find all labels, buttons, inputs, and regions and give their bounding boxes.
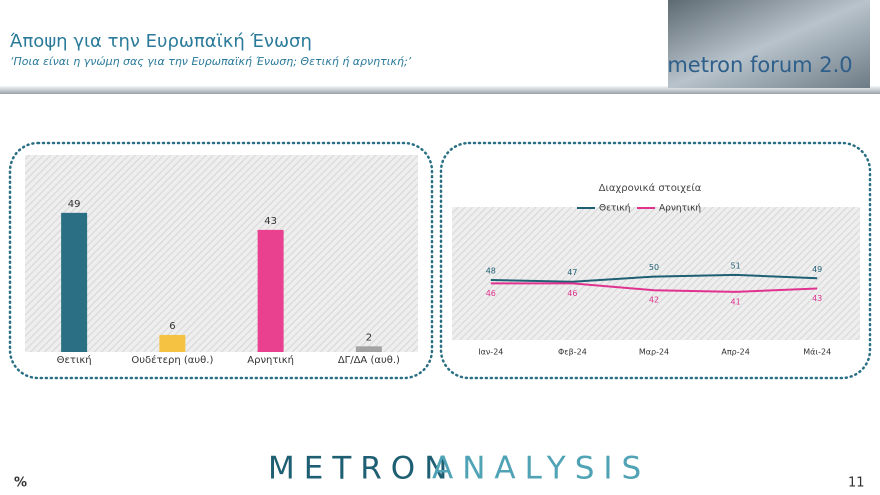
page-number: 11 xyxy=(848,476,865,491)
value-label: 49 xyxy=(812,265,822,274)
panel xyxy=(439,141,872,380)
value-label: 46 xyxy=(486,289,496,298)
legend-label: Αρνητική xyxy=(659,204,701,214)
brand: METRON xyxy=(268,451,456,487)
brand: ANALYSIS xyxy=(432,451,650,487)
page-subtitle: ‘Ποια είναι η γνώμη σας για την Ευρωπαϊκ… xyxy=(10,55,412,68)
x-tick-label: Μαρ-24 xyxy=(639,348,669,357)
value-label: 48 xyxy=(486,267,496,276)
bar xyxy=(257,229,284,352)
page-title: Άποψη για την Ευρωπαϊκή Ένωση xyxy=(10,31,312,52)
value-label: 43 xyxy=(812,294,822,303)
plot-area xyxy=(452,207,860,340)
chart-title: Διαχρονικά στοιχεία xyxy=(599,182,702,194)
x-tick-label: Φεβ-24 xyxy=(558,348,587,357)
unit-label: % xyxy=(14,476,27,491)
line xyxy=(490,273,818,283)
value-label: 49 xyxy=(68,199,81,210)
logo-image xyxy=(668,0,870,88)
bar xyxy=(159,334,186,352)
value-label: 41 xyxy=(731,297,741,306)
bar xyxy=(355,346,382,352)
bar xyxy=(61,212,88,352)
x-tick-label: Ουδέτερη (αυθ.) xyxy=(131,354,213,366)
x-tick-label: Απρ-24 xyxy=(721,348,749,357)
value-label: 6 xyxy=(169,321,175,332)
value-label: 43 xyxy=(264,216,277,227)
logo-text: metron forum 2.0 xyxy=(667,53,852,77)
value-label: 46 xyxy=(567,289,577,298)
plot-area xyxy=(25,155,418,352)
legend-label: Θετική xyxy=(599,204,630,214)
x-tick-label: ΔΓ/ΔΑ (αυθ.) xyxy=(338,355,400,366)
panel xyxy=(8,141,434,380)
value-label: 47 xyxy=(567,268,577,277)
header-band xyxy=(0,86,880,94)
x-tick-label: Ιαν-24 xyxy=(478,348,503,357)
value-label: 42 xyxy=(649,296,659,305)
value-label: 2 xyxy=(366,332,372,343)
line xyxy=(490,282,818,293)
value-label: 50 xyxy=(649,263,659,272)
value-label: 51 xyxy=(731,261,741,270)
x-tick-label: Θετική xyxy=(57,354,92,366)
x-tick-label: Μάι-24 xyxy=(803,348,831,357)
x-tick-label: Αρνητική xyxy=(247,354,294,366)
